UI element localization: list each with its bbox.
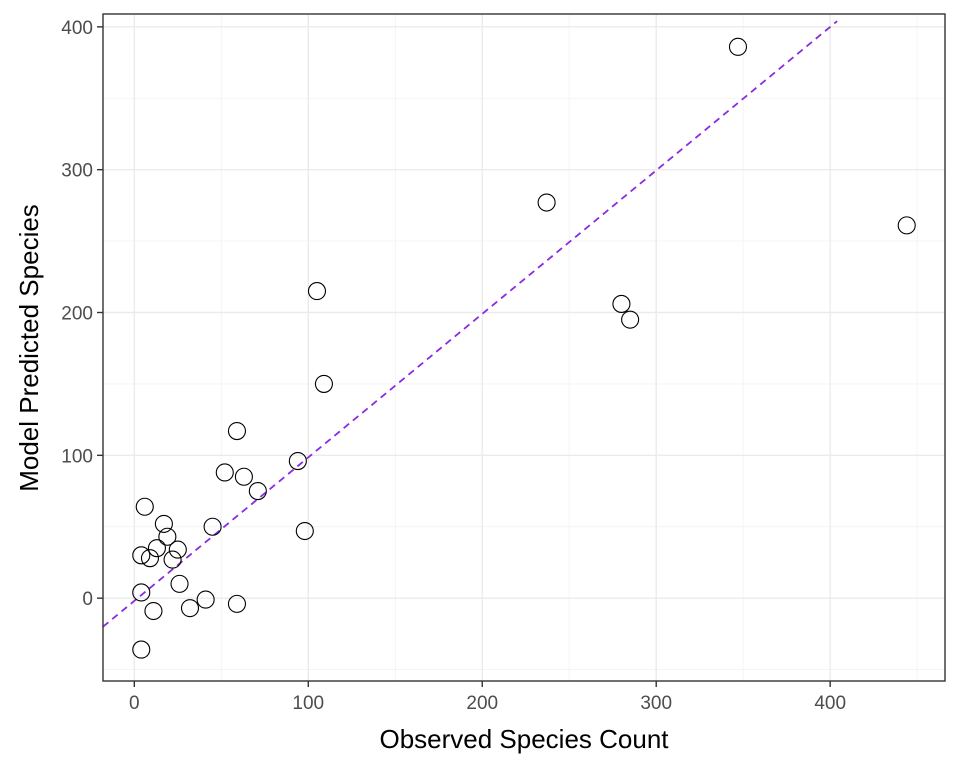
data-point [227,422,247,441]
data-point [144,601,163,621]
data-point [307,282,327,301]
data-point [154,514,173,533]
line-layer [102,20,838,628]
data-point [132,583,151,602]
y-tick-label: 400 [61,18,93,39]
data-point [170,574,189,593]
panel-border [102,13,946,682]
data-point [147,539,166,558]
data-point [295,521,314,541]
reference-line [102,20,838,628]
data-point [227,594,247,613]
data-point [203,517,222,536]
x-tick-label: 100 [292,693,324,714]
data-point [215,463,234,482]
data-point [180,599,200,618]
data-point [196,590,215,609]
data-point [132,640,151,659]
data-point [168,540,187,559]
data-point [132,546,151,565]
data-point [612,294,631,313]
data-point [288,451,307,471]
data-point [158,527,177,546]
ticks-layer: 0 100 200 300 400 0 100 200 300 400 [61,18,846,714]
data-point [897,216,916,235]
y-tick-label: 200 [61,304,93,325]
y-tick-label: 300 [61,161,93,182]
data-point [728,37,748,56]
x-tick-label: 300 [640,693,672,714]
data-point [537,193,556,212]
x-tick-label: 200 [466,693,498,714]
points-layer [132,37,916,659]
data-point [248,481,267,501]
data-point [135,497,154,516]
data-point [621,310,640,329]
y-tick-label: 100 [61,446,93,467]
data-point [163,550,182,569]
data-point [140,549,160,568]
data-point [234,467,253,486]
x-tick-label: 0 [129,693,140,714]
x-axis-title: Observed Species Count [379,724,669,754]
x-tick-label: 400 [814,693,846,714]
grid-layer [103,14,945,681]
y-tick-label: 0 [82,589,93,610]
data-point [314,374,333,393]
y-axis-title: Model Predicted Species [14,204,44,492]
